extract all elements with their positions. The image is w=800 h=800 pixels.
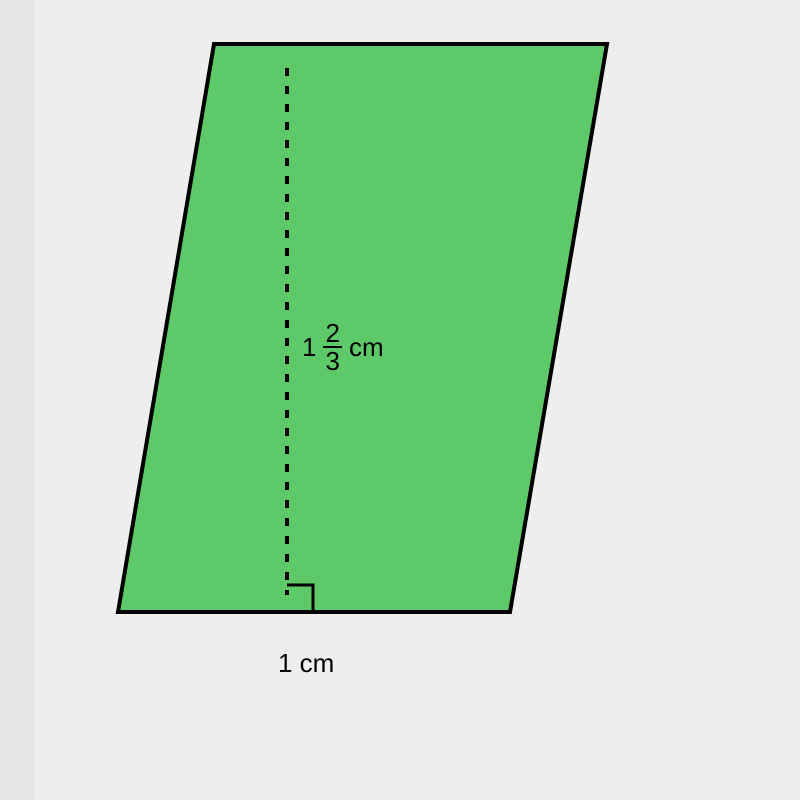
height-whole-number: 1	[302, 332, 316, 363]
base-dimension-label: 1 cm	[278, 648, 334, 679]
height-denominator: 3	[323, 348, 341, 374]
height-fraction: 2 3	[323, 320, 341, 374]
height-dimension-label: 1 2 3 cm	[302, 320, 384, 374]
geometry-diagram	[0, 0, 800, 800]
height-numerator: 2	[323, 320, 341, 348]
base-text: 1 cm	[278, 648, 334, 678]
height-unit: cm	[349, 332, 384, 363]
